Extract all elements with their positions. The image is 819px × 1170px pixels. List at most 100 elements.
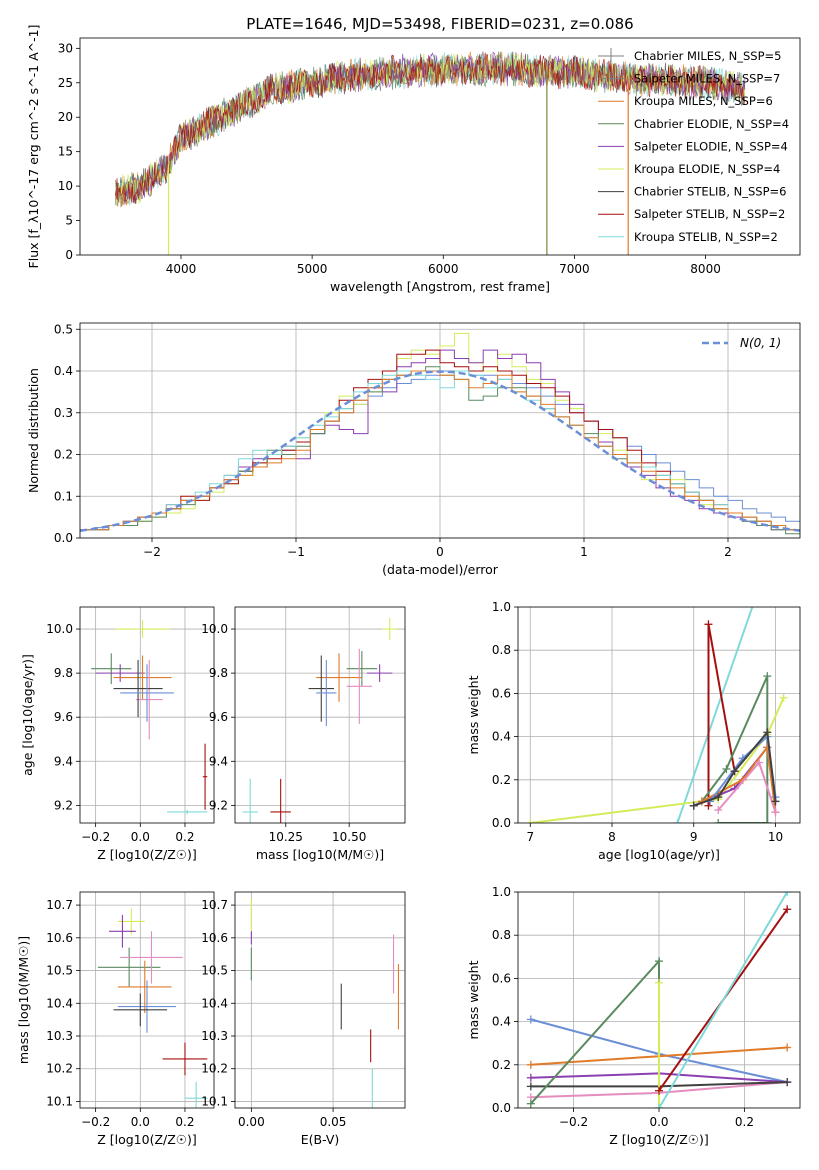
axes-frame [79, 606, 215, 824]
y-tick-label: 10.5 [201, 964, 228, 978]
axes-frame [517, 891, 801, 1109]
y-tick-label: 0.4 [492, 730, 511, 744]
y-tick-label: 10.2 [201, 1062, 228, 1076]
y-tick-label: 25 [58, 76, 73, 90]
x-tick-label: 0.05 [320, 1115, 347, 1129]
x-tick-label: 0 [436, 545, 444, 559]
x-tick-label: 10 [768, 830, 783, 844]
y-tick-label: 30 [58, 41, 73, 55]
x-tick-label: 5000 [297, 262, 328, 276]
y-tick-label: 10.0 [46, 622, 73, 636]
y-tick-label: 0.6 [492, 686, 511, 700]
x-tick-label: −0.2 [81, 1115, 110, 1129]
x-axis-label: wavelength [Angstrom, rest frame] [330, 279, 550, 294]
legend-label: Chabrier MILES, N_SSP=5 [634, 49, 781, 63]
axes-frame [79, 891, 215, 1109]
y-tick-label: 0.2 [492, 773, 511, 787]
x-tick-label: −0.2 [81, 830, 110, 844]
x-tick-label: 0.2 [175, 830, 194, 844]
x-tick-label: 4000 [166, 262, 197, 276]
y-tick-label: 10.6 [201, 931, 228, 945]
x-tick-label: 0.2 [735, 1115, 754, 1129]
axes-frame [234, 606, 406, 824]
normal-curve [80, 370, 800, 532]
y-tick-label: 9.6 [209, 710, 228, 724]
x-axis-label: Z [log10(Z/Z☉)] [609, 1132, 709, 1147]
legend-label: Salpeter STELIB, N_SSP=2 [634, 207, 785, 221]
panel-3: 10.25 10.50 9.2 9.4 9.6 9.8 10.0 mass [log10(M/… [201, 606, 406, 862]
y-tick-label: 0.0 [54, 531, 73, 545]
plots-layer: 4000 5000 6000 7000 8000051015202530waveleng… [16, 25, 801, 1147]
y-tick-label: 0.2 [54, 448, 73, 462]
spectrum-line [115, 52, 746, 204]
x-axis-label: E(B-V) [301, 1132, 340, 1147]
y-tick-label: 10.1 [46, 1094, 73, 1108]
weight-line [530, 697, 785, 823]
x-tick-label: 8 [608, 830, 616, 844]
y-tick-label: 0.0 [492, 1101, 511, 1115]
histogram-step [80, 370, 800, 531]
x-tick-label: 7 [526, 830, 534, 844]
x-tick-label: 10.25 [269, 830, 303, 844]
panel-5: −0.2 0.0 0.2 10.1 10.2 10.3 10.4 10.5 10.6 10.7 Z … [16, 891, 215, 1147]
y-axis-label: age [log10(age/yr)] [20, 654, 35, 776]
x-tick-label: 7000 [559, 262, 590, 276]
y-tick-label: 10.7 [46, 898, 73, 912]
plot-area [80, 323, 800, 538]
y-tick-label: 0 [65, 248, 73, 262]
x-axis-label: (data-model)/error [382, 562, 499, 577]
legend-label: Kroupa ELODIE, N_SSP=4 [634, 162, 780, 176]
y-tick-label: 0.8 [492, 643, 511, 657]
x-tick-label: 1 [580, 545, 588, 559]
x-tick-label: 10.50 [332, 830, 366, 844]
plot-area [235, 892, 405, 1108]
y-tick-label: 10.7 [201, 898, 228, 912]
histogram-step [80, 332, 800, 531]
y-tick-label: 10.4 [46, 996, 73, 1010]
weight-line [658, 892, 789, 1108]
y-tick-label: 0.5 [54, 322, 73, 336]
axes-frame [79, 322, 801, 539]
y-axis-label: Normed distribution [26, 368, 41, 493]
legend-label: Chabrier STELIB, N_SSP=6 [634, 185, 786, 199]
x-axis-label: Z [log10(Z/Z☉)] [97, 1132, 197, 1147]
panel-6: 0.00 0.05 10.1 10.2 10.3 10.4 10.5 10.6 10.7 E(B-… [201, 891, 406, 1147]
x-tick-label: 6000 [428, 262, 459, 276]
y-tick-label: 10 [58, 179, 73, 193]
plot-area [80, 607, 214, 823]
y-tick-label: 0.8 [492, 928, 511, 942]
x-axis-label: mass [log10(M/M☉)] [256, 847, 384, 862]
y-tick-label: 9.6 [54, 710, 73, 724]
y-tick-label: 10.5 [46, 964, 73, 978]
panel-2: −0.2 0.0 0.2 9.2 9.4 9.6 9.8 10.0 Z [log10(Z/Z☉)… [20, 606, 215, 862]
y-tick-label: 0.4 [492, 1015, 511, 1029]
legend-label: N(0, 1) [740, 336, 781, 350]
x-tick-label: −0.2 [559, 1115, 588, 1129]
spectrum-line [115, 51, 746, 203]
y-tick-label: 1.0 [492, 885, 511, 899]
y-axis-label: mass weight [466, 960, 481, 1039]
y-tick-label: 20 [58, 110, 73, 124]
x-axis-label: age [log10(age/yr)] [598, 847, 720, 862]
spectrum-line [115, 51, 746, 208]
y-axis-label: mass [log10(M/M☉)] [16, 936, 31, 1064]
axes-frame [517, 606, 801, 824]
y-tick-label: 5 [65, 214, 73, 228]
x-tick-label: 9 [690, 830, 698, 844]
y-tick-label: 1.0 [492, 600, 511, 614]
x-tick-label: 0.0 [649, 1115, 668, 1129]
y-tick-label: 10.6 [46, 931, 73, 945]
axes-frame [234, 891, 406, 1109]
y-tick-label: 10.4 [201, 996, 228, 1010]
x-tick-label: 0.0 [131, 830, 150, 844]
legend-label: Salpeter MILES, N_SSP=7 [634, 72, 780, 86]
y-tick-label: 10.2 [46, 1062, 73, 1076]
weight-line [676, 607, 754, 823]
panel-1: −2 −1 0 1 2 0.0 0.1 0.2 0.3 0.4 0.5 (data-model)/er… [26, 322, 801, 577]
y-tick-label: 0.3 [54, 406, 73, 420]
y-tick-label: 0.2 [492, 1058, 511, 1072]
x-tick-label: 0.00 [238, 1115, 265, 1129]
x-tick-label: −2 [143, 545, 161, 559]
x-tick-label: −1 [287, 545, 305, 559]
plot-area [518, 607, 800, 823]
